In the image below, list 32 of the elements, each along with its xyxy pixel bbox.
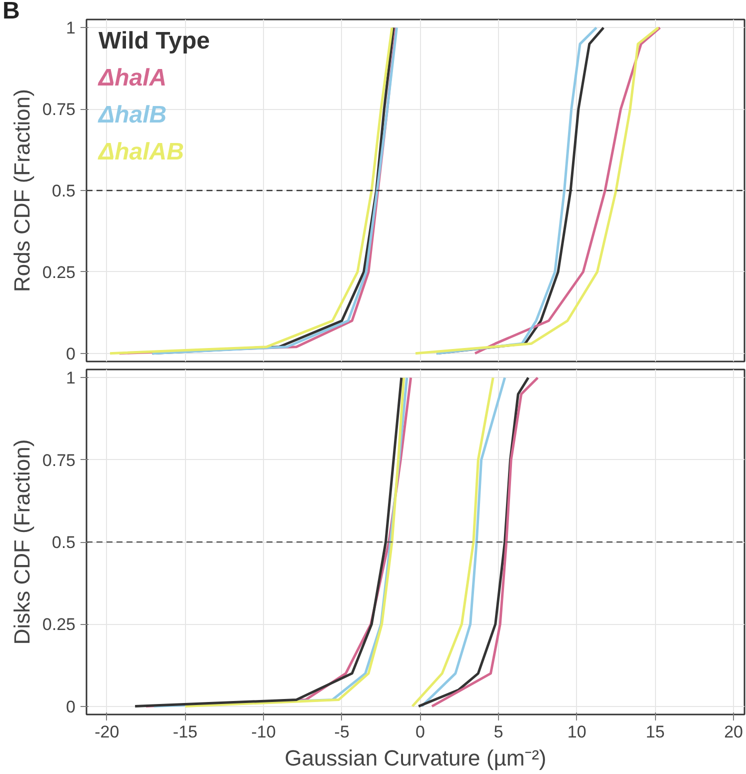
line-series — [414, 26, 660, 355]
y-tick-label: 0.25 — [42, 262, 76, 282]
y-tick-label: 0.75 — [42, 450, 76, 470]
y-axis-title: Rods CDF (Fraction) — [9, 89, 34, 292]
y-tick-label: 0 — [66, 344, 76, 364]
x-tick-label: -5 — [334, 722, 350, 742]
x-tick-label: -15 — [172, 722, 198, 742]
x-tick-label: 15 — [646, 722, 665, 742]
y-tick-label: 0 — [66, 697, 76, 716]
y-tick-label: 1 — [66, 368, 76, 388]
y-tick-label: 1 — [66, 18, 76, 38]
x-tick-label: -20 — [94, 722, 120, 742]
text: ΔhalAB — [98, 138, 184, 166]
line-series — [430, 376, 539, 708]
text: ΔhalB — [98, 102, 167, 128]
text: Wild Type — [98, 28, 210, 54]
line-series — [420, 376, 506, 708]
x-axis-title: Gaussian Curvature (µm⁻²) — [284, 746, 546, 770]
x-tick-label: 0 — [415, 722, 425, 742]
x-tick-label: 20 — [724, 722, 743, 742]
y-axis-title: Disks CDF (Fraction) — [9, 439, 34, 645]
x-tick-label: -10 — [251, 722, 276, 742]
text: B — [2, 0, 20, 24]
text: ΔhalA — [98, 64, 167, 92]
y-tick-label: 0.5 — [52, 533, 76, 552]
y-tick-label: 0.75 — [42, 100, 76, 120]
x-tick-label: 10 — [567, 722, 586, 742]
line-series — [411, 376, 494, 708]
y-tick-label: 0.5 — [52, 182, 76, 200]
line-series — [474, 26, 662, 355]
y-tick-label: 0.25 — [42, 615, 76, 634]
x-tick-label: 5 — [494, 722, 504, 742]
